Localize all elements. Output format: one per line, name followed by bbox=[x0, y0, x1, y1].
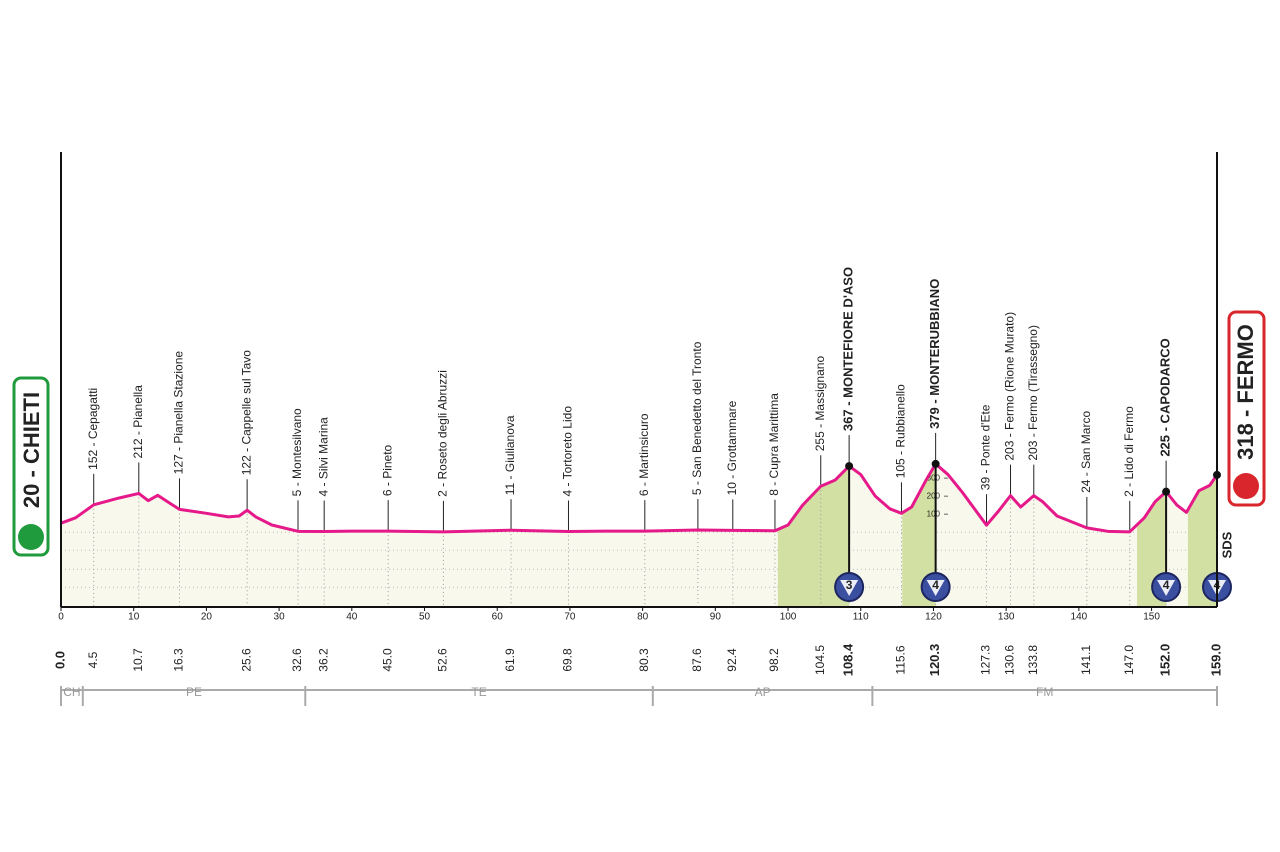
place-label: 255 - Massignano bbox=[813, 356, 827, 452]
place-label: 203 - Fermo (Rione Murato) bbox=[1003, 312, 1017, 461]
y-tick-label: 200 bbox=[927, 491, 941, 500]
y-tick-label: 100 bbox=[927, 509, 941, 518]
place-label: 105 - Rubbianello bbox=[894, 384, 908, 478]
x-tick-label: 10 bbox=[128, 612, 140, 623]
finish-box: 318 - FERMO bbox=[1227, 310, 1266, 507]
x-tick-label: 40 bbox=[346, 612, 358, 623]
place-label: 5 - San Benedetto del Tronto bbox=[690, 341, 704, 495]
finish-icon bbox=[1233, 473, 1259, 499]
x-tick-label: 20 bbox=[201, 612, 213, 623]
climb-label: 379 - MONTERUBBIANO bbox=[927, 279, 942, 429]
sponsor-label: SDS bbox=[1219, 531, 1234, 558]
kom-dot bbox=[931, 459, 940, 468]
start-frame bbox=[12, 376, 50, 557]
km-label: 115.6 bbox=[894, 645, 908, 674]
kom-triangle bbox=[840, 580, 859, 596]
place-label: 8 - Cupra Marittima bbox=[767, 393, 781, 496]
kom-triangle bbox=[926, 580, 945, 596]
climb-label: 225 - CAPODARCO bbox=[1158, 338, 1173, 456]
km-label: 61.9 bbox=[503, 648, 517, 672]
x-tick-label: 140 bbox=[1071, 612, 1088, 623]
place-label: 24 - San Marco bbox=[1079, 411, 1093, 493]
climb-area bbox=[902, 463, 936, 607]
kom-dot bbox=[845, 462, 854, 471]
km-label: 152.0 bbox=[1158, 644, 1173, 677]
kom-category: 3 bbox=[846, 578, 853, 592]
x-tick-label: 30 bbox=[274, 612, 286, 623]
place-label: 152 - Cepagatti bbox=[86, 388, 100, 470]
kom-category: 4 bbox=[1163, 578, 1170, 592]
place-label: 2 - Roseto degli Abruzzi bbox=[436, 370, 450, 497]
km-label: 4.5 bbox=[86, 651, 100, 668]
x-tick-label: 120 bbox=[925, 612, 942, 623]
km-label: 98.2 bbox=[767, 648, 781, 672]
province-label: TE bbox=[471, 685, 486, 699]
place-label: 212 - Pianella bbox=[131, 385, 145, 459]
province-label: AP bbox=[755, 685, 771, 699]
climb-label: 367 - MONTEFIORE D'ASO bbox=[841, 267, 856, 431]
x-tick-label: 50 bbox=[419, 612, 431, 623]
km-label: 69.8 bbox=[561, 648, 575, 672]
km-label: 16.3 bbox=[172, 648, 186, 672]
province-label: PE bbox=[186, 685, 202, 699]
start-box: 20 - CHIETI bbox=[12, 376, 50, 557]
km-label: 120.3 bbox=[927, 644, 942, 677]
kom-triangle bbox=[1157, 580, 1176, 596]
place-label: 4 - Silvi Marina bbox=[316, 417, 330, 497]
x-tick-label: 70 bbox=[564, 612, 576, 623]
place-label: 6 - Pineto bbox=[380, 444, 394, 496]
place-label: 11 - Giulianova bbox=[503, 415, 517, 495]
km-label: 32.6 bbox=[290, 648, 304, 672]
x-tick-label: 0 bbox=[58, 612, 64, 623]
place-label: 203 - Fermo (Tirassegno) bbox=[1026, 325, 1040, 461]
y-tick-label: 300 bbox=[927, 473, 941, 482]
x-tick-label: 80 bbox=[637, 612, 649, 623]
province-label: FM bbox=[1036, 685, 1053, 699]
finish-frame bbox=[1227, 310, 1266, 507]
start-icon bbox=[18, 524, 44, 550]
kom-dot bbox=[1162, 487, 1171, 496]
kom-category: 4 bbox=[932, 578, 939, 592]
x-tick-label: 100 bbox=[780, 612, 797, 623]
place-label: 6 - Martinsicuro bbox=[637, 413, 651, 496]
place-label: 39 - Ponte d'Ete bbox=[979, 404, 993, 490]
place-label: 2 - Lido di Fermo bbox=[1122, 406, 1136, 497]
km-label: 25.6 bbox=[239, 648, 253, 672]
x-tick-label: 90 bbox=[710, 612, 722, 623]
place-label: 5 - Montesilvano bbox=[290, 408, 304, 496]
profile-line bbox=[60, 462, 1219, 534]
km-label: 159.0 bbox=[1208, 644, 1223, 677]
x-tick-label: 110 bbox=[853, 612, 869, 623]
start-label: 20 - CHIETI bbox=[19, 392, 44, 508]
km-label: 127.3 bbox=[979, 645, 993, 675]
x-tick-label: 60 bbox=[492, 612, 504, 623]
km-label: 36.2 bbox=[316, 648, 330, 672]
km-label: 52.6 bbox=[436, 648, 450, 672]
place-label: 10 - Grottammare bbox=[725, 400, 739, 495]
finish-label: 318 - FERMO bbox=[1233, 324, 1258, 460]
km-label: 104.5 bbox=[813, 645, 827, 675]
x-tick-label: 150 bbox=[1143, 612, 1160, 623]
place-label: 122 - Cappelle sul Tavo bbox=[239, 350, 253, 476]
km-label: 108.4 bbox=[841, 643, 856, 676]
km-label: 87.6 bbox=[690, 648, 704, 672]
km-label: 10.7 bbox=[131, 648, 145, 672]
province-label: CH bbox=[63, 685, 80, 699]
km-label: 130.6 bbox=[1003, 645, 1017, 675]
km-label: 0.0 bbox=[52, 651, 67, 669]
place-label: 4 - Tortoreto Lido bbox=[561, 406, 575, 497]
place-label: 127 - Pianella Stazione bbox=[172, 351, 186, 475]
km-label: 80.3 bbox=[637, 648, 651, 672]
km-label: 92.4 bbox=[725, 648, 739, 672]
km-label: 45.0 bbox=[380, 648, 394, 672]
km-label: 141.1 bbox=[1079, 645, 1093, 675]
climb-area bbox=[777, 466, 850, 607]
km-label: 147.0 bbox=[1122, 645, 1136, 675]
km-label: 133.8 bbox=[1026, 645, 1040, 675]
x-tick-label: 130 bbox=[998, 612, 1015, 623]
